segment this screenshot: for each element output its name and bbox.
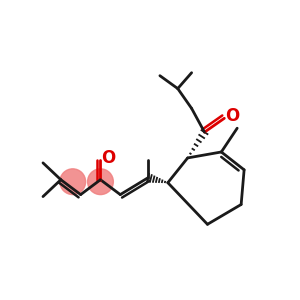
Circle shape <box>60 169 86 195</box>
Text: O: O <box>225 107 239 125</box>
Text: O: O <box>101 149 116 167</box>
Circle shape <box>88 169 113 195</box>
